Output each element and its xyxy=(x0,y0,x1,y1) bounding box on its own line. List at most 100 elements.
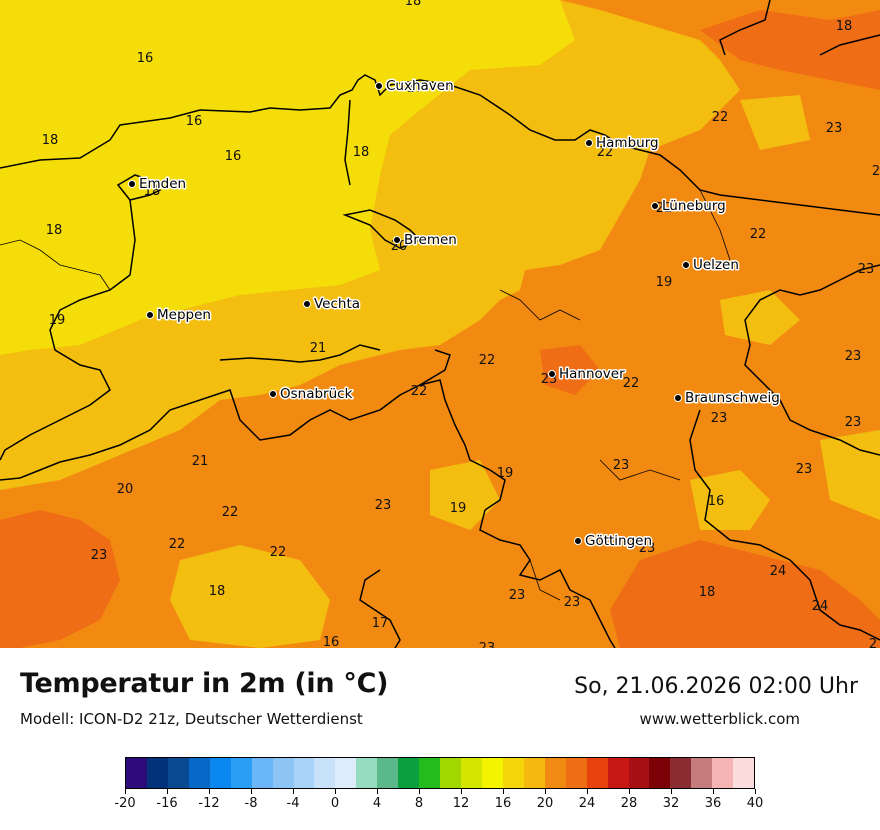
temperature-value-label: 23 xyxy=(375,498,392,513)
legend-tick-mark xyxy=(209,789,210,794)
website-link[interactable]: www.wetterblick.com xyxy=(639,710,800,728)
temperature-value-label: 16 xyxy=(137,51,154,66)
legend-tick-label: 20 xyxy=(536,796,554,811)
legend-tick-label: 36 xyxy=(704,796,722,811)
zone-24-patch xyxy=(700,10,880,90)
city-marker: Uelzen xyxy=(682,256,740,275)
legend-tick-mark xyxy=(713,789,714,794)
legend-tick-label: -4 xyxy=(286,796,300,811)
legend-tick-mark xyxy=(251,789,252,794)
temperature-value-label: 22 xyxy=(623,376,640,391)
zone-cool-patch xyxy=(720,290,800,345)
city-dot xyxy=(303,300,311,308)
legend-tick-label: 16 xyxy=(494,796,512,811)
legend-color-step xyxy=(377,758,399,788)
forecast-datetime: So, 21.06.2026 02:00 Uhr xyxy=(574,674,858,699)
legend-tick-mark xyxy=(755,789,756,794)
temperature-value-label: 22 xyxy=(597,145,614,160)
legend-tick-mark xyxy=(503,789,504,794)
city-label: Uelzen xyxy=(693,257,739,273)
temperature-value-label: 19 xyxy=(49,313,66,328)
temperature-value-label: 16 xyxy=(225,149,242,164)
temperature-value-label: 23 xyxy=(845,349,862,364)
zone-22 xyxy=(0,0,880,648)
temperature-value-label: 23 xyxy=(91,548,108,563)
legend-color-step xyxy=(167,758,189,788)
legend-color-step xyxy=(565,758,587,788)
city-marker: Bremen xyxy=(393,231,458,250)
temperature-value-label: 23 xyxy=(711,411,728,426)
legend-color-step xyxy=(126,758,147,788)
legend-tick-label: -12 xyxy=(198,796,220,811)
legend-tick-mark xyxy=(587,789,588,794)
legend-tick-mark xyxy=(461,789,462,794)
temperature-value-label: 18 xyxy=(144,184,161,199)
zone-cool-patch xyxy=(690,470,770,530)
city-dot xyxy=(574,537,582,545)
temperature-value-label: 18 xyxy=(42,133,59,148)
temperature-value-label: 16 xyxy=(186,114,203,129)
legend-color-step xyxy=(419,758,441,788)
temperature-value-label: 23 xyxy=(858,262,875,277)
zone-cool-patch xyxy=(820,430,880,520)
temperature-value-label: 22 xyxy=(712,110,729,125)
color-legend-bar xyxy=(125,757,755,789)
city-dot xyxy=(375,82,383,90)
temperature-value-label: 23 xyxy=(639,541,656,556)
temperature-value-label: 22 xyxy=(411,384,428,399)
city-marker: Braunschweig xyxy=(674,389,781,408)
temperature-value-label: 22 xyxy=(169,537,186,552)
city-label: Hannover xyxy=(559,366,625,382)
city-label: Braunschweig xyxy=(685,390,780,406)
legend-color-step xyxy=(649,758,671,788)
temperature-value-label: 18 xyxy=(405,0,422,9)
legend-color-step xyxy=(251,758,273,788)
city-dot xyxy=(393,236,401,244)
legend-color-step xyxy=(272,758,294,788)
legend-tick-label: -8 xyxy=(244,796,258,811)
city-marker: Cuxhaven xyxy=(375,77,455,96)
zone-cool-patch xyxy=(740,95,810,150)
temperature-value-label: 17 xyxy=(407,81,424,96)
temperature-value-label: 18 xyxy=(699,585,716,600)
temperature-value-label: 18 xyxy=(836,19,853,34)
legend-color-step xyxy=(209,758,231,788)
temperature-value-label: 24 xyxy=(812,599,829,614)
city-dot xyxy=(585,139,593,147)
legend-tick-mark xyxy=(125,789,126,794)
city-marker: Osnabrück xyxy=(269,385,354,404)
legend-color-step xyxy=(544,758,566,788)
temperature-value-label: 22 xyxy=(479,353,496,368)
temperature-value-label: 18 xyxy=(353,145,370,160)
temperature-value-label: 21 xyxy=(192,454,209,469)
city-label: Meppen xyxy=(157,307,211,323)
legend-tick-mark xyxy=(167,789,168,794)
legend-tick-label: 24 xyxy=(578,796,596,811)
temperature-value-label: 16 xyxy=(708,494,725,509)
legend-color-step xyxy=(691,758,713,788)
model-source: Modell: ICON-D2 21z, Deutscher Wetterdie… xyxy=(20,710,363,728)
city-label: Lüneburg xyxy=(662,198,726,214)
city-marker: Hannover xyxy=(548,365,627,384)
zone-24-patch xyxy=(610,540,880,648)
city-dot xyxy=(548,370,556,378)
legend-color-step xyxy=(461,758,482,788)
temperature-value-label: 23 xyxy=(613,458,630,473)
city-label: Vechta xyxy=(314,296,360,312)
zone-cool-patch xyxy=(430,460,500,530)
coastline xyxy=(0,0,880,648)
temperature-value-label: 16 xyxy=(323,635,340,648)
temperature-value-label: 22 xyxy=(270,545,287,560)
legend-color-step xyxy=(670,758,692,788)
legend-color-step xyxy=(628,758,650,788)
temperature-value-label: 2 xyxy=(872,164,880,179)
region-borders xyxy=(0,189,731,601)
temperature-value-label: 18 xyxy=(46,223,63,238)
legend-color-step xyxy=(335,758,357,788)
city-marker: Hamburg xyxy=(585,134,660,153)
temperature-value-label: 23 xyxy=(564,595,581,610)
city-label: Bremen xyxy=(404,232,457,248)
city-dot xyxy=(674,394,682,402)
zone-cool-patch xyxy=(170,545,330,648)
legend-color-step xyxy=(356,758,378,788)
